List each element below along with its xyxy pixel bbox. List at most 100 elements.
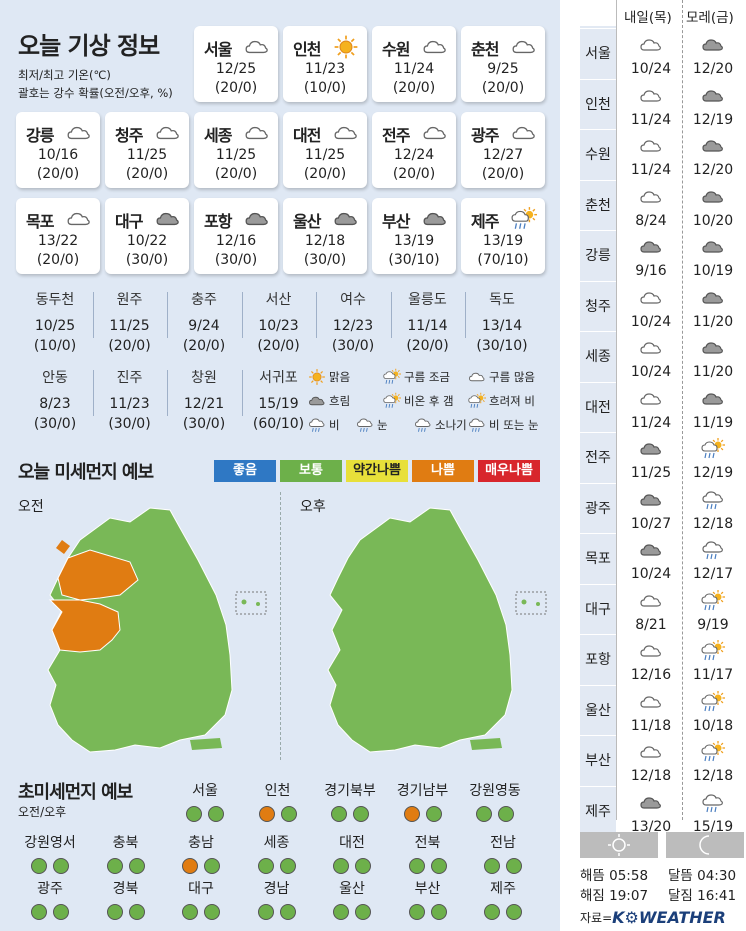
city-rain: (30/0) [303, 252, 347, 268]
forecast-row: 부산 12/18 12/18 [580, 735, 743, 785]
forecast-row: 전주 11/25 12/19 [580, 432, 743, 482]
ufd-subtitle: 오전/오후 [18, 805, 67, 819]
city-card: 목포 13/22 (20/0) [16, 198, 100, 274]
pm-level-badge: 보통 [280, 460, 342, 482]
pm-dot [204, 904, 220, 920]
forecast-city: 목포 [585, 551, 611, 567]
am-dot [258, 806, 275, 822]
city-name: 강릉 [26, 126, 54, 145]
ufd-region: 대전 [316, 832, 388, 874]
dark-cloud-icon [156, 212, 179, 226]
ufd-region: 강원영동 [459, 780, 531, 822]
ufd-region: 경기남부 [387, 780, 459, 822]
am-dust-map [47, 507, 267, 753]
header-day-after: 모레(금) [686, 10, 734, 26]
cloud-icon [423, 40, 446, 54]
pm-dot [506, 858, 522, 874]
city-temp: 11/25 [215, 147, 257, 163]
city-temp: 11/25 [126, 147, 168, 163]
am-dot [186, 806, 202, 822]
ufd-region: 제주 [467, 878, 539, 920]
city-card: 부산 13/19 (30/10) [372, 198, 456, 274]
city-rain: (20/0) [214, 166, 258, 182]
city-temp: 12/27 [482, 147, 524, 163]
forecast-city: 전주 [585, 450, 611, 466]
forecast-city: 대구 [585, 601, 611, 618]
forecast-city: 서울 [585, 46, 611, 62]
city-rain: (20/0) [36, 252, 80, 268]
city-rain: (20/0) [481, 80, 525, 96]
cloud-icon [640, 645, 661, 657]
sun-icon [334, 35, 358, 59]
dark-cloud-icon [702, 241, 723, 253]
city-rain: (30/10) [388, 252, 440, 268]
city-rain: (30/0) [214, 252, 258, 268]
rain-clearing-icon [701, 589, 725, 610]
rain-icon [309, 418, 325, 432]
am-dot [31, 858, 47, 874]
am-label: 오전 [18, 499, 44, 515]
forecast-city: 인천 [585, 96, 611, 113]
rain-clearing-icon [701, 741, 725, 762]
city-card: 세종 11/25 (20/0) [194, 112, 278, 188]
today-panel: 오늘 기상 정보 최저/최고 기온(℃) 괄호는 강수 확률(오전/오후, %)… [0, 0, 560, 931]
forecast-row: 인천 11/24 12/19 [580, 79, 743, 129]
minor-city: 서산 10/23 (20/0) [257, 292, 300, 354]
weather-legend-item: 흐림 [308, 392, 350, 410]
pm-dot [425, 806, 442, 822]
city-card: 제주 13/19 (70/10) [461, 198, 545, 274]
sun-box [580, 832, 658, 858]
dark-cloud-icon [702, 342, 723, 354]
pm-dot [128, 858, 145, 874]
city-card: 대전 11/25 (20/0) [283, 112, 367, 188]
ufd-region: 전북 [392, 832, 464, 874]
page-title: 오늘 기상 정보 [18, 32, 160, 60]
city-temp: 13/19 [482, 233, 524, 249]
pm-level-badge: 약간나쁨 [346, 460, 408, 482]
forecast-city: 광주 [585, 500, 611, 517]
rain-icon [702, 541, 723, 560]
city-card: 포항 12/16 (30/0) [194, 198, 278, 274]
cloud-icon [640, 190, 661, 203]
city-temp: 12/18 [304, 233, 346, 249]
forecast-city: 제주 [585, 803, 611, 820]
am-dot [403, 806, 420, 822]
weather-legend-item: 구름 많음 [468, 368, 535, 386]
am-dot [331, 806, 347, 822]
city-rain: (20/0) [303, 166, 347, 182]
forecast-city: 포항 [585, 652, 611, 668]
weather-legend-item: 눈 [356, 416, 388, 434]
city-rain: (20/0) [214, 80, 258, 96]
ufd-region: 강원영서 [14, 832, 86, 874]
minor-city: 서귀포 15/19 (60/10) [252, 370, 305, 432]
am-dot [182, 858, 198, 874]
pm-dot [355, 904, 371, 920]
am-dot [31, 904, 47, 920]
forecast-city: 세종 [585, 349, 611, 365]
sun-icon [309, 369, 325, 385]
city-card: 인천 11/23 (10/0) [283, 26, 367, 102]
forecast-row: 강릉 9/16 10/19 [580, 230, 743, 280]
cloud-icon [334, 126, 357, 140]
kweather-logo: K⚙WEATHER [612, 908, 726, 927]
city-card: 광주 12/27 (20/0) [461, 112, 545, 188]
city-temp: 13/19 [393, 233, 435, 249]
dark-cloud-icon [640, 796, 661, 809]
am-dot [257, 904, 274, 920]
city-temp: 9/25 [487, 61, 519, 77]
forecast-row: 대전 11/24 11/19 [580, 382, 743, 432]
minor-city: 충주 9/24 (20/0) [182, 292, 226, 354]
city-rain: (20/0) [392, 166, 436, 182]
city-name: 울산 [293, 212, 321, 231]
pm-dot [353, 806, 369, 822]
cloud-icon [640, 392, 661, 405]
dark-cloud-icon [245, 212, 268, 226]
city-card: 서울 12/25 (20/0) [194, 26, 278, 102]
am-dot [408, 858, 425, 874]
city-name: 대전 [293, 126, 321, 145]
am-dot [257, 858, 274, 874]
city-temp: 10/16 [37, 147, 79, 163]
city-name: 세종 [204, 126, 232, 145]
ufd-region: 광주 [14, 878, 86, 920]
dark-cloud-icon [702, 392, 723, 405]
